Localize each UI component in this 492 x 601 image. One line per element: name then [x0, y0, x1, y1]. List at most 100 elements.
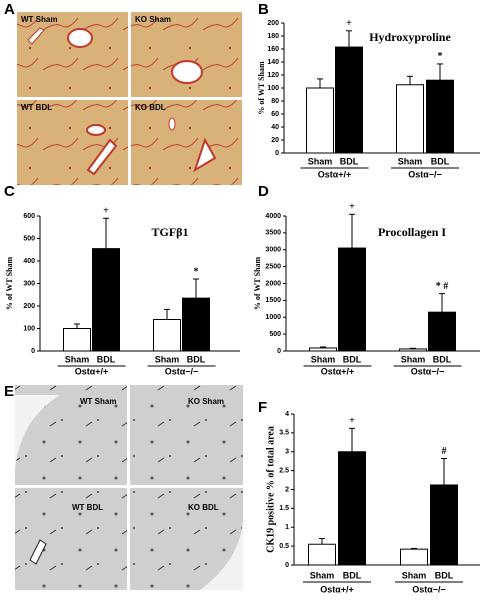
y-tick-label: 140: [267, 59, 279, 66]
y-tick-label: 3000: [265, 247, 281, 254]
bar-label: BDL: [343, 354, 362, 364]
bar: [92, 248, 120, 352]
bar: [308, 543, 336, 566]
chart-title: Hydroxyproline: [369, 30, 451, 44]
image-label: WT Sham: [80, 397, 116, 406]
group-label: Ostα+/+: [321, 366, 355, 376]
bar-label: BDL: [431, 156, 450, 166]
y-tick-label: 3: [285, 449, 289, 456]
bar: [338, 247, 366, 352]
y-tick-label: 0.5: [279, 543, 289, 550]
bar-label: BDL: [187, 354, 206, 364]
group-label: Ostα+/+: [320, 584, 354, 594]
image-label: KO BDL: [188, 503, 219, 512]
y-tick-label: 100: [267, 85, 279, 92]
group-label: Ostα−/−: [165, 366, 199, 376]
group-label: Ostα−/−: [408, 169, 442, 179]
bar-label: Sham: [398, 156, 423, 166]
bar: [335, 46, 363, 154]
y-tick-label: 60: [271, 111, 279, 118]
bar: [63, 328, 91, 352]
y-axis-label: CK19 positive % of total area: [265, 426, 276, 553]
y-axis-label: % of WT Sham: [257, 61, 266, 115]
chart-title: Procollagen I: [378, 225, 446, 239]
histology-e: [15, 385, 243, 590]
bar: [428, 311, 456, 352]
y-tick-label: 1000: [265, 314, 281, 321]
group-label: Ostα+/+: [318, 169, 352, 179]
y-tick-label: 4000: [265, 213, 281, 220]
y-tick-label: 20: [271, 137, 279, 144]
bar: [399, 348, 427, 352]
bar-label: Sham: [308, 156, 333, 166]
significance-marker: *: [438, 51, 443, 62]
bar: [338, 451, 366, 566]
y-tick-label: 600: [23, 213, 35, 220]
y-tick-label: 100: [23, 325, 35, 332]
y-tick-label: 0: [275, 150, 279, 157]
bar-label: BDL: [340, 156, 359, 166]
y-tick-label: 4: [285, 411, 289, 418]
chart-title: TGFβ1: [152, 225, 189, 239]
y-tick-label: 0: [285, 562, 289, 569]
image-label: KO Sham: [188, 397, 224, 406]
bar: [309, 347, 337, 352]
y-tick-label: 300: [23, 280, 35, 287]
y-axis-label: % of WT Sham: [5, 257, 14, 311]
y-tick-label: 3500: [265, 230, 281, 237]
panel-label: A: [4, 1, 15, 18]
panel-label: D: [258, 183, 269, 200]
y-tick-label: 2000: [265, 280, 281, 287]
y-tick-label: 0: [277, 348, 281, 355]
bar-label: BDL: [343, 570, 362, 580]
y-tick-label: 3.5: [279, 430, 289, 437]
y-tick-label: 400: [23, 258, 35, 265]
bar: [153, 319, 181, 352]
bar-label: Sham: [310, 570, 335, 580]
bar: [430, 484, 458, 566]
y-tick-label: 500: [269, 331, 281, 338]
group-label: Ostα−/−: [412, 584, 446, 594]
panel-label: E: [4, 383, 14, 400]
significance-marker: * #: [436, 281, 449, 292]
significance-marker: +: [346, 18, 352, 29]
y-tick-label: 2: [285, 486, 289, 493]
y-tick-label: 2500: [265, 263, 281, 270]
significance-marker: +: [349, 416, 355, 427]
image-label: WT Sham: [21, 15, 57, 24]
bar-label: BDL: [433, 354, 452, 364]
y-tick-label: 1.5: [279, 505, 289, 512]
y-tick-label: 2.5: [279, 467, 289, 474]
significance-marker: #: [442, 446, 447, 457]
y-axis-label: % of WT Sham: [253, 257, 262, 311]
y-tick-label: 1500: [265, 297, 281, 304]
y-tick-label: 160: [267, 46, 279, 53]
y-tick-label: 80: [271, 98, 279, 105]
group-label: Ostα−/−: [411, 366, 445, 376]
y-tick-label: 120: [267, 72, 279, 79]
group-label: Ostα+/+: [75, 366, 109, 376]
bar-label: BDL: [97, 354, 116, 364]
image-label: WT BDL: [21, 103, 52, 112]
y-tick-label: 1: [285, 524, 289, 531]
histology-a: [17, 12, 242, 185]
y-tick-label: 0: [31, 348, 35, 355]
bar: [182, 297, 210, 352]
significance-marker: *: [194, 266, 199, 277]
y-tick-label: 40: [271, 124, 279, 131]
bar-label: Sham: [401, 354, 426, 364]
bar-label: BDL: [435, 570, 454, 580]
y-tick-label: 180: [267, 33, 279, 40]
bar: [426, 79, 454, 154]
panel-label: F: [258, 399, 267, 416]
bar: [400, 548, 428, 566]
significance-marker: +: [349, 202, 355, 213]
bar-label: Sham: [155, 354, 180, 364]
bar: [306, 87, 334, 154]
y-tick-label: 200: [23, 303, 35, 310]
image-label: WT BDL: [72, 503, 103, 512]
significance-marker: +: [103, 206, 109, 217]
bar-label: Sham: [402, 570, 427, 580]
y-tick-label: 500: [23, 235, 35, 242]
